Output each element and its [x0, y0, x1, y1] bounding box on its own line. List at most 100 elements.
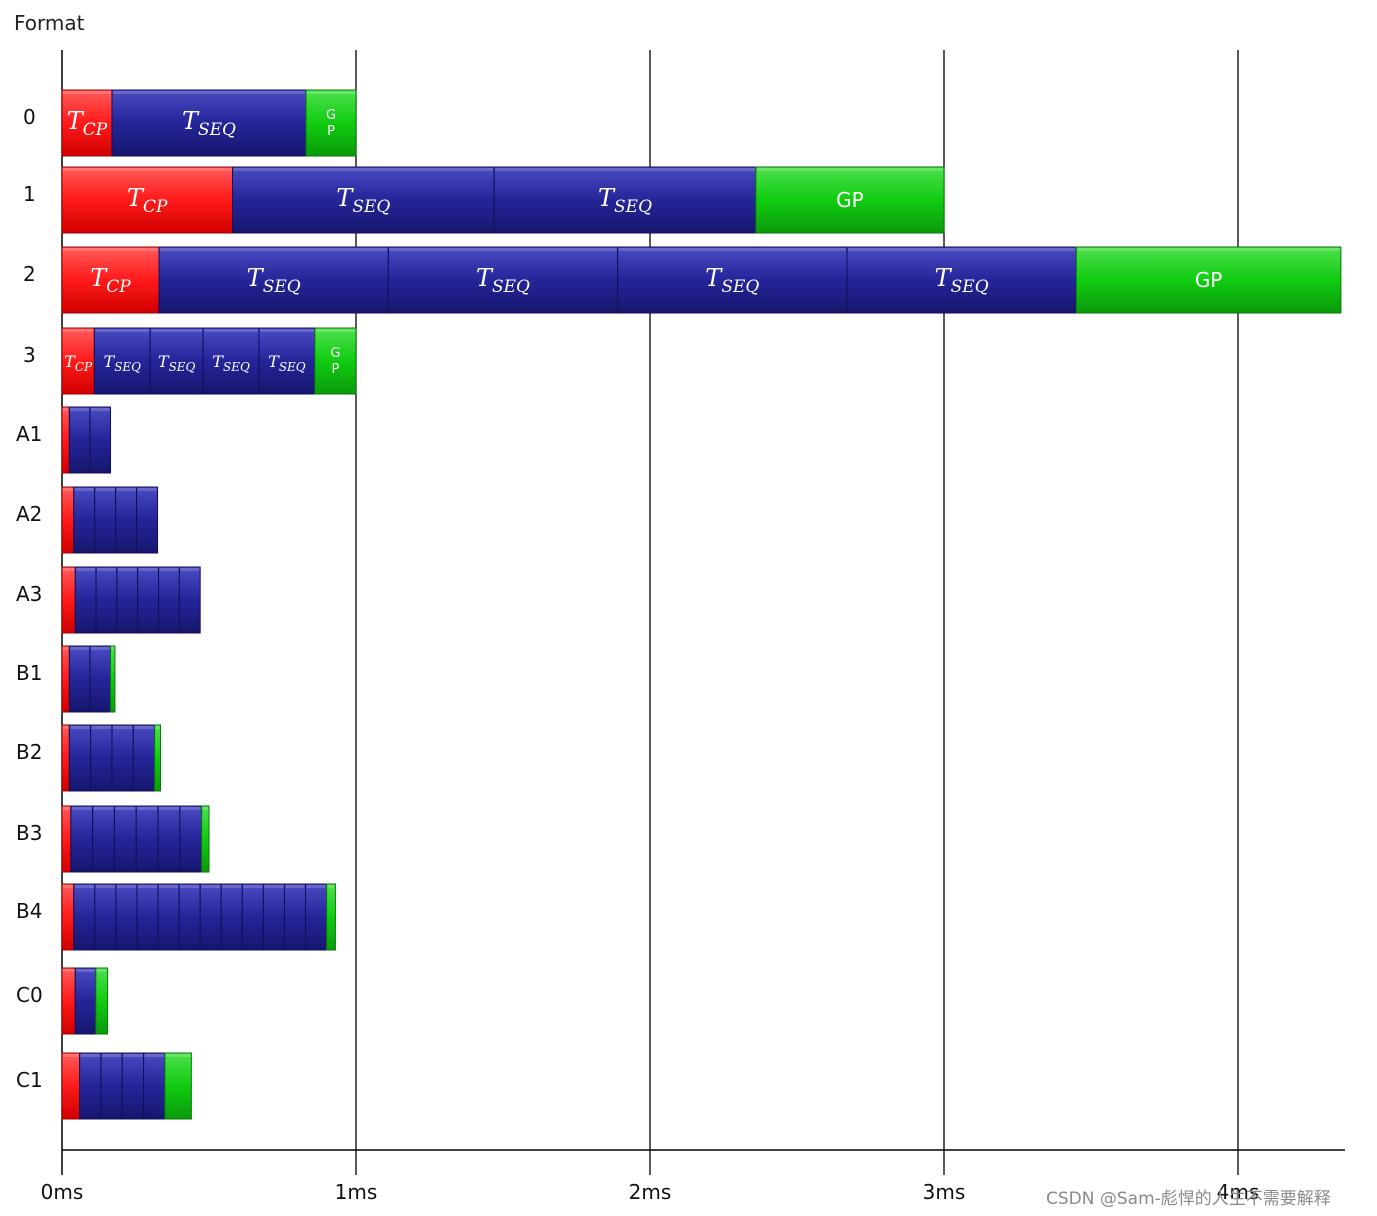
y-axis-title: Format — [14, 11, 85, 35]
segment-gp-0-2 — [305, 89, 357, 157]
segment-bevel — [756, 168, 943, 171]
seq-label: TSEQ — [476, 264, 530, 297]
row-label-C1: C1 — [16, 1068, 43, 1092]
segment-seq-B4-6 — [178, 883, 201, 951]
segment-bevel — [327, 885, 335, 888]
row-label-A2: A2 — [16, 502, 42, 526]
segment-seq-A3-5 — [158, 566, 180, 634]
segment-bevel — [74, 885, 94, 888]
segment-seq-A2-1 — [73, 486, 96, 554]
segment-bevel — [847, 248, 1076, 251]
seq-label: TSEQ — [182, 107, 236, 140]
segment-bevel — [159, 568, 179, 571]
cp-label: TCP — [64, 352, 93, 374]
segment-bevel — [63, 488, 73, 491]
segment-bevel — [95, 488, 115, 491]
segment-bevel — [137, 807, 158, 810]
segment-gp-2-5 — [1075, 246, 1342, 314]
segment-seq-B4-1 — [73, 883, 96, 951]
segment-bevel — [315, 329, 355, 332]
row-B4: B4 — [16, 883, 336, 951]
segment-seq-3-1 — [93, 327, 151, 395]
segment-seq-B3-6 — [179, 805, 203, 873]
gp-label: G — [326, 108, 336, 123]
cp-label: TCP — [90, 264, 131, 297]
row-label-B4: B4 — [16, 899, 42, 923]
row-B1: B1 — [16, 645, 116, 713]
segment-bevel — [63, 168, 232, 171]
segment-bevel — [115, 807, 136, 810]
segment-gp-1-3 — [755, 166, 945, 234]
segment-seq-1-1 — [232, 166, 495, 234]
segment-bevel — [495, 168, 755, 171]
segment-seq-A2-3 — [115, 486, 138, 554]
row-C1: C1 — [16, 1052, 192, 1120]
segment-seq-B4-8 — [220, 883, 243, 951]
segment-bevel — [259, 329, 314, 332]
segment-bevel — [243, 885, 263, 888]
segment-seq-C1-2 — [100, 1052, 123, 1120]
segment-seq-B3-5 — [157, 805, 181, 873]
segment-seq-B3-2 — [92, 805, 115, 873]
segment-seq-B4-2 — [94, 883, 117, 951]
segment-bevel — [180, 568, 200, 571]
segment-bevel — [101, 1054, 122, 1057]
segment-bevel — [93, 807, 114, 810]
segment-bevel — [63, 647, 69, 650]
segment-seq-B4-11 — [283, 883, 307, 951]
segment-seq-A3-2 — [95, 566, 118, 634]
segment-cp-2-0 — [61, 246, 160, 314]
segment-cp-B2-0 — [61, 724, 70, 792]
segment-bevel — [202, 807, 208, 810]
gp-label: P — [331, 362, 339, 377]
segment-seq-A1-2 — [89, 406, 112, 474]
segment-seq-B4-4 — [136, 883, 159, 951]
row-label-1: 1 — [23, 182, 36, 206]
segment-bevel — [204, 329, 258, 332]
segment-seq-C1-1 — [79, 1052, 102, 1120]
segment-bevel — [63, 885, 73, 888]
segment-seq-1-2 — [493, 166, 757, 234]
seq-label: TSEQ — [247, 264, 301, 297]
segment-seq-B2-2 — [90, 724, 113, 792]
tick-label-1ms: 1ms — [335, 1180, 378, 1204]
segment-bevel — [63, 726, 69, 729]
segment-seq-B4-10 — [262, 883, 285, 951]
seq-label: TSEQ — [336, 184, 390, 217]
segment-bevel — [63, 408, 69, 411]
row-B3: B3 — [16, 805, 210, 873]
row-label-A3: A3 — [16, 582, 42, 606]
row-1: 1 TCP TSEQ TSEQ GP — [23, 166, 945, 234]
row-label-B3: B3 — [16, 821, 42, 845]
segment-seq-A1-1 — [68, 406, 91, 474]
segment-seq-A3-4 — [137, 566, 160, 634]
row-label-B2: B2 — [16, 740, 42, 764]
segment-seq-2-2 — [387, 246, 619, 314]
segment-bevel — [285, 885, 305, 888]
gp-label: P — [327, 124, 335, 139]
segment-seq-3-3 — [202, 327, 260, 395]
segment-bevel — [160, 248, 388, 251]
segment-gp-C1-5 — [164, 1052, 192, 1120]
gp-label: G — [330, 346, 340, 361]
row-label-B1: B1 — [16, 661, 42, 685]
segment-bevel — [95, 329, 150, 332]
segment-cp-B3-0 — [61, 805, 72, 873]
tick-label-2ms: 2ms — [629, 1180, 672, 1204]
segment-bevel — [116, 885, 136, 888]
segment-seq-B3-4 — [135, 805, 159, 873]
segment-bevel — [70, 408, 89, 411]
segment-cp-B1-0 — [61, 645, 70, 713]
segment-bevel — [63, 568, 75, 571]
tick-label-3ms: 3ms — [923, 1180, 966, 1204]
cp-label: TCP — [127, 184, 168, 217]
segment-seq-A2-4 — [136, 486, 159, 554]
segment-bevel — [165, 1054, 191, 1057]
segment-seq-B4-3 — [115, 883, 138, 951]
segment-cp-A2-0 — [61, 486, 75, 554]
row-C0: C0 — [16, 967, 109, 1035]
segment-bevel — [134, 726, 154, 729]
segment-bevel — [90, 647, 110, 650]
segment-bevel — [90, 408, 110, 411]
